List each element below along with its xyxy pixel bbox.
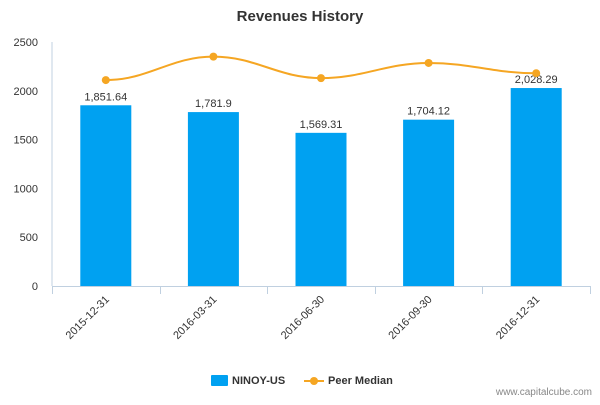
bar-value-label: 2,028.29 [515, 74, 558, 86]
x-tick-label: 2016-03-31 [171, 294, 219, 342]
y-tick-label: 1000 [14, 183, 38, 195]
bar-value-label: 1,781.9 [195, 98, 232, 110]
y-tick-label: 0 [32, 281, 38, 293]
bar-series [80, 88, 562, 286]
peer-median-point[interactable] [532, 69, 541, 78]
peer-median-point[interactable] [101, 76, 110, 85]
bar[interactable] [187, 112, 239, 286]
x-tick-label: 2015-12-31 [64, 294, 112, 342]
legend-label-line: Peer Median [328, 375, 393, 387]
y-tick-label: 500 [20, 232, 38, 244]
bar-data-labels: 1,851.64 1,781.9 1,569.31 1,704.12 2,028.29 [84, 74, 557, 131]
peer-median-point[interactable] [317, 74, 325, 83]
x-tick-label: 2016-12-31 [494, 294, 542, 342]
peer-median-point[interactable] [209, 52, 218, 61]
legend-label-bar: NINOY-US [232, 375, 285, 387]
credit-text[interactable]: www.capitalcube.com [495, 387, 592, 398]
x-tick-label: 2016-06-30 [279, 294, 327, 342]
legend-item-peer-median[interactable]: Peer Median [304, 375, 393, 387]
y-tick-label: 2000 [14, 86, 38, 98]
bar[interactable] [403, 119, 455, 286]
bar[interactable] [295, 132, 347, 286]
bar-value-label: 1,851.64 [84, 91, 127, 103]
y-axis: 0 500 1000 1500 2000 2500 [14, 37, 53, 293]
legend-swatch-marker [310, 377, 318, 385]
x-axis: 2015-12-31 2016-03-31 2016-06-30 2016-09-30… [52, 286, 591, 342]
peer-median-series [101, 52, 541, 85]
y-tick-label: 1500 [14, 135, 38, 147]
y-tick-label: 2500 [14, 37, 38, 49]
chart-title: Revenues History [237, 8, 364, 25]
x-tick-label: 2016-09-30 [386, 294, 434, 342]
bar-value-label: 1,704.12 [407, 106, 450, 118]
bar[interactable] [510, 88, 562, 286]
peer-median-point[interactable] [424, 58, 433, 67]
legend: NINOY-US Peer Median [211, 375, 393, 387]
legend-item-ninoy[interactable]: NINOY-US [211, 375, 285, 387]
bar-value-label: 1,569.31 [300, 119, 343, 131]
legend-swatch-bar [211, 375, 228, 386]
bar[interactable] [80, 105, 132, 286]
